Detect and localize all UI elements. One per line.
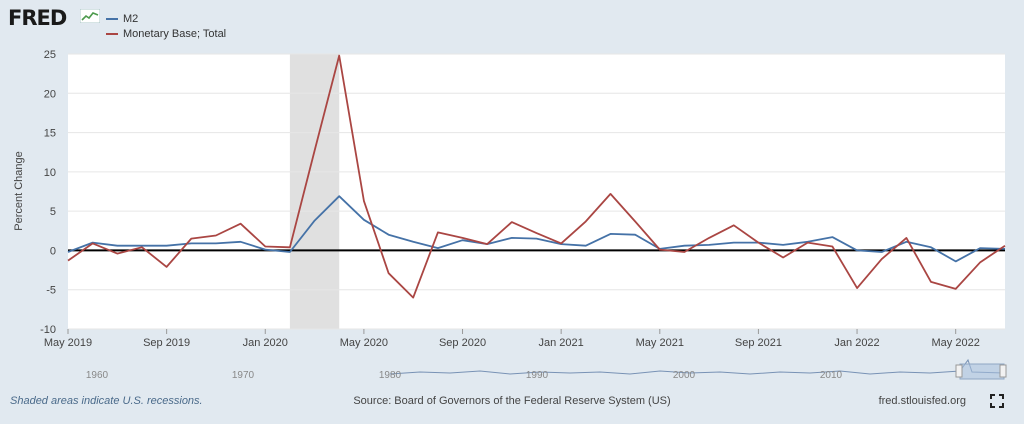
line-chart: -10 -5 0 5 10 15 20 25 May 2019 Sep 2019 Jan 2020…: [13, 49, 1007, 381]
legend-item-m2[interactable]: M2: [106, 11, 226, 26]
navigator-year-label: 1960: [86, 370, 109, 381]
y-tick-label: 20: [44, 88, 56, 100]
navigator-right-handle[interactable]: [999, 364, 1007, 378]
legend-label-m2: M2: [123, 12, 139, 25]
grid-lines: [68, 53, 1005, 330]
fred-logo: FRED: [8, 6, 67, 30]
y-tick-label: -5: [46, 285, 56, 297]
y-tick-label: 5: [50, 206, 56, 218]
navigator-year-label: 1980: [379, 370, 402, 381]
y-tick-label: -10: [40, 324, 56, 336]
navigator-year-label: 1990: [526, 370, 549, 381]
series-line-m2[interactable]: [67, 195, 1006, 263]
navigator-year-label: 1970: [232, 370, 255, 381]
legend-swatch-m2: [106, 17, 118, 20]
x-tick-label: Jan 2022: [834, 337, 879, 349]
x-tick-label: Sep 2019: [143, 337, 190, 349]
navigator-year-label: 2000: [673, 370, 696, 381]
source-note: Source: Board of Governors of the Federa…: [353, 395, 671, 407]
y-axis-label: Percent Change: [13, 151, 25, 231]
series-lines: [67, 54, 1006, 299]
navigator-year-label: 2010: [820, 370, 843, 381]
legend-item-monetary-base[interactable]: Monetary Base; Total: [106, 26, 226, 41]
y-tick-label: 15: [44, 128, 56, 140]
recession-band-0: [289, 54, 340, 329]
y-tick-label: 0: [50, 245, 56, 257]
navigator-selected-range[interactable]: [959, 363, 1005, 380]
x-tick-label: May 2022: [932, 337, 980, 349]
plot-area: [68, 54, 1005, 329]
y-axis-ticks: -10 -5 0 5 10 15 20 25: [40, 49, 56, 336]
x-tick-label: May 2021: [636, 337, 684, 349]
fullscreen-icon[interactable]: [990, 394, 1004, 408]
y-tick-label: 10: [44, 167, 56, 179]
x-tick-label: Jan 2021: [539, 337, 584, 349]
x-axis-ticks: May 2019 Sep 2019 Jan 2020 May 2020 Sep 2020…: [44, 329, 980, 349]
range-navigator[interactable]: 1960 1970 1980 1990 2000 2010: [68, 355, 1007, 381]
y-tick-label: 25: [44, 49, 56, 61]
x-tick-label: Jan 2020: [243, 337, 288, 349]
site-link[interactable]: fred.stlouisfed.org: [878, 395, 966, 407]
recession-shading: [289, 54, 340, 329]
series-line-monetary-base[interactable]: [67, 54, 1006, 299]
fred-logo-graph-icon: [80, 9, 100, 23]
legend-swatch-monetary-base: [106, 32, 118, 35]
navigator-track: [68, 355, 1005, 379]
chart-legend: M2 Monetary Base; Total: [106, 11, 226, 41]
recession-note: Shaded areas indicate U.S. recessions.: [10, 395, 203, 407]
navigator-left-handle[interactable]: [955, 364, 963, 378]
x-tick-label: Sep 2020: [439, 337, 486, 349]
navigator-sparkline: [389, 358, 1005, 375]
legend-label-monetary-base: Monetary Base; Total: [123, 27, 227, 40]
navigator-labels: 1960 1970 1980 1990 2000 2010: [86, 370, 843, 381]
x-tick-label: May 2020: [340, 337, 388, 349]
x-tick-label: May 2019: [44, 337, 92, 349]
x-tick-label: Sep 2021: [735, 337, 782, 349]
